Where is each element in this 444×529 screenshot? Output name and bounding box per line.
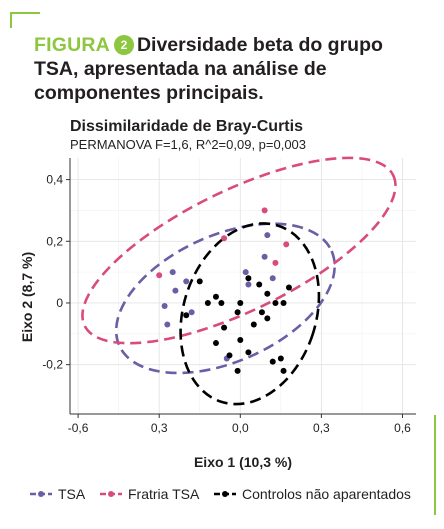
point-series-1 (156, 272, 163, 279)
y-tick-label: 0,4 (46, 173, 63, 187)
point-series-0 (264, 232, 271, 239)
point-series-0 (172, 287, 179, 294)
point-series-2 (245, 275, 252, 282)
point-series-2 (212, 340, 219, 347)
figure-label: FIGURA (34, 34, 110, 56)
point-series-2 (269, 358, 276, 365)
legend-label: Fratria TSA (128, 486, 200, 502)
plot-panel (70, 158, 416, 414)
x-tick-label: -0,6 (68, 421, 89, 435)
point-series-0 (183, 278, 190, 285)
point-series-1 (283, 241, 290, 248)
axis-ticks: -0,6 0,3 0,0 0,3 0,6 -0,2 0 0,2 0,4 (42, 173, 411, 435)
point-series-2 (204, 299, 211, 306)
ellipse-series-0 (114, 222, 336, 375)
point-series-2 (234, 367, 241, 374)
x-tick-label: 0,0 (232, 421, 249, 435)
legend-label: TSA (58, 486, 86, 502)
x-tick-label: 0,3 (313, 421, 330, 435)
point-series-1 (221, 235, 228, 242)
point-series-2 (264, 315, 271, 322)
legend: TSA Fratria TSA Controlos não aparentados (30, 486, 411, 502)
point-series-2 (218, 299, 225, 306)
point-series-2 (258, 309, 265, 316)
point-series-0 (242, 269, 249, 276)
point-series-2 (234, 309, 241, 316)
point-series-2 (196, 278, 203, 285)
legend-key-dot (222, 491, 228, 497)
point-series-0 (188, 309, 195, 316)
point-series-0 (169, 269, 176, 276)
point-series-2 (277, 355, 284, 362)
point-series-0 (161, 303, 168, 310)
point-series-2 (264, 290, 271, 297)
y-axis-label: Eixo 2 (8,7 %) (19, 252, 35, 342)
point-series-0 (261, 253, 268, 260)
frame-corner-decoration (10, 12, 40, 28)
point-series-2 (250, 321, 257, 328)
ellipse-series-1 (81, 156, 397, 345)
y-tick-label: 0,2 (46, 234, 63, 248)
point-series-2 (183, 312, 190, 319)
chart-subtitle: PERMANOVA F=1,6, R^2=0,09, p=0,003 (70, 137, 306, 152)
legend-key-dot (38, 491, 44, 497)
ellipse-series-2 (179, 222, 321, 406)
point-series-2 (237, 336, 244, 343)
point-series-2 (212, 293, 219, 300)
frame-edge-decoration (434, 415, 436, 515)
figure-caption: FIGURA 2 Diversidade beta do grupo TSA, ap… (34, 33, 404, 105)
legend-key-dot (108, 491, 114, 497)
point-series-2 (280, 367, 287, 374)
point-series-0 (269, 275, 276, 282)
point-series-2 (237, 299, 244, 306)
y-tick-label: 0 (56, 296, 63, 310)
figure-caption-text: Diversidade beta do grupo TSA, apresenta… (34, 34, 383, 104)
x-tick-label: 0,3 (151, 421, 168, 435)
point-series-2 (272, 299, 279, 306)
point-series-2 (256, 281, 263, 288)
point-series-1 (261, 207, 268, 214)
confidence-ellipses (81, 156, 397, 406)
point-series-0 (245, 281, 252, 288)
point-series-2 (221, 324, 228, 331)
y-tick-label: -0,2 (42, 358, 63, 372)
point-series-1 (272, 259, 279, 266)
x-axis-label: Eixo 1 (10,3 %) (194, 454, 292, 470)
point-series-2 (245, 349, 252, 356)
data-points (156, 207, 292, 374)
point-series-2 (280, 299, 287, 306)
chart-title: Dissimilaridade de Bray-Curtis (70, 118, 303, 135)
x-tick-label: 0,6 (394, 421, 411, 435)
legend-label: Controlos não aparentados (242, 486, 411, 502)
point-series-2 (285, 284, 292, 291)
figure-number-badge: 2 (113, 35, 134, 55)
point-series-0 (164, 321, 171, 328)
point-series-2 (226, 352, 233, 359)
